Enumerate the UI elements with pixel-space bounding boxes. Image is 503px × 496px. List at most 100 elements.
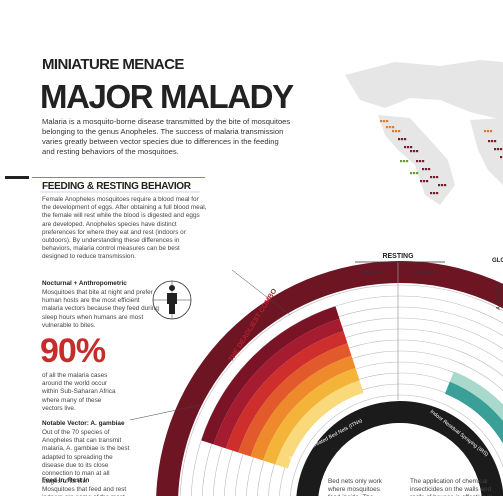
map-dot: [484, 130, 487, 133]
map-dot: [494, 140, 497, 143]
map-dot: [441, 184, 444, 187]
ring-diagram: [156, 260, 503, 496]
ring-line: [257, 361, 503, 496]
map-dot: [392, 130, 395, 133]
map-dot: [403, 160, 406, 163]
map-dot: [487, 130, 490, 133]
map-dot: [416, 160, 419, 163]
map-dot: [490, 130, 493, 133]
map-dot: [416, 172, 419, 175]
ring-band: [275, 380, 364, 469]
map-dot: [383, 120, 386, 123]
map-dot: [413, 150, 416, 153]
label: outdoors: [412, 270, 435, 276]
map-dot: [398, 130, 401, 133]
ring-band: [444, 381, 503, 444]
map-dot: [436, 176, 439, 179]
map-dot: [406, 160, 409, 163]
label: GLOB: [492, 258, 503, 264]
map-dot: [423, 180, 426, 183]
ring-line: [179, 284, 503, 496]
map-dot: [386, 120, 389, 123]
ring-line: [279, 383, 503, 496]
map-dot: [430, 176, 433, 179]
map-dot: [422, 160, 425, 163]
ring-band: [156, 260, 503, 496]
person-icon: [167, 285, 177, 314]
ring-line: [212, 317, 503, 496]
ring-band: [225, 330, 348, 453]
map-dot: [422, 168, 425, 171]
note: The application of chemical insecticides…: [410, 478, 492, 496]
sidebar-body: Out of the 70 species of Anopheles that …: [42, 429, 130, 486]
note: Bed nets only work where mosquitoes feed…: [328, 478, 382, 496]
map-dot: [392, 126, 395, 129]
section-title: FEEDING & RESTING BEHAVIOR: [42, 181, 191, 192]
map-dot: [410, 146, 413, 149]
ring-band: [201, 306, 340, 445]
sidebar-title: Notable Vector: A. gambiae: [42, 420, 125, 427]
ring-band: [238, 343, 352, 457]
ring-band: [296, 400, 503, 496]
sidebar-body: Mosquitoes that feed and rest indoors ar…: [42, 486, 127, 496]
map-dot: [500, 156, 503, 159]
big-stat: 90%: [40, 332, 106, 370]
map-dot: [436, 192, 439, 195]
section-rule: [5, 176, 29, 179]
map-dot: [488, 140, 491, 143]
map-dot: [398, 138, 401, 141]
map-landmass: [345, 60, 503, 120]
map-dot: [395, 130, 398, 133]
map-dot: [410, 172, 413, 175]
map-dot: [400, 160, 403, 163]
map-dot: [430, 192, 433, 195]
ring-band: [250, 355, 356, 461]
map-dot: [404, 146, 407, 149]
map-dot: [413, 172, 416, 175]
ring-line: [268, 372, 503, 496]
map-dot: [410, 150, 413, 153]
sidebar-body: of all the malaria cases around the worl…: [42, 372, 116, 412]
map-landmass: [470, 118, 503, 185]
ring-line: [246, 350, 503, 496]
map-dot: [428, 168, 431, 171]
ring-line: [223, 328, 503, 496]
ring-line: [234, 339, 503, 496]
kicker: MINIATURE MENACE: [42, 56, 184, 73]
map-dot: [433, 192, 436, 195]
map-dot: [389, 126, 392, 129]
map-dot: [419, 160, 422, 163]
map-dot: [494, 148, 497, 151]
map-dot: [407, 146, 410, 149]
ring-band: [449, 371, 503, 421]
map-dot: [380, 120, 383, 123]
map-dot: [491, 140, 494, 143]
sidebar-title: Feed In, Rest In: [42, 477, 90, 484]
map-dot: [420, 180, 423, 183]
ring-line: [290, 394, 503, 496]
map-dot: [401, 138, 404, 141]
map-dot: [444, 184, 447, 187]
map-dot: [416, 150, 419, 153]
world-map: [345, 60, 503, 205]
ring-band: [263, 368, 360, 465]
map-dot: [500, 148, 503, 151]
ring-core: [318, 423, 482, 496]
map-dot: [497, 148, 500, 151]
pointer-line: [231, 269, 291, 316]
map-dot: [425, 168, 428, 171]
map-dot: [404, 138, 407, 141]
pointer-line: [129, 404, 201, 421]
ring-band: [213, 318, 344, 449]
map-dot: [426, 180, 429, 183]
intro: Malaria is a mosquito-borne disease tran…: [42, 117, 291, 156]
sidebar-title: Nocturnal + Anthropometric: [42, 280, 127, 287]
map-dot: [386, 126, 389, 129]
ring-line: [201, 306, 503, 496]
ring-line: [190, 295, 503, 496]
label: A. gambiae: [496, 282, 502, 311]
title: MAJOR MALADY: [40, 78, 294, 115]
section-body: Female Anopheles mosquitoes require a bl…: [42, 196, 207, 261]
